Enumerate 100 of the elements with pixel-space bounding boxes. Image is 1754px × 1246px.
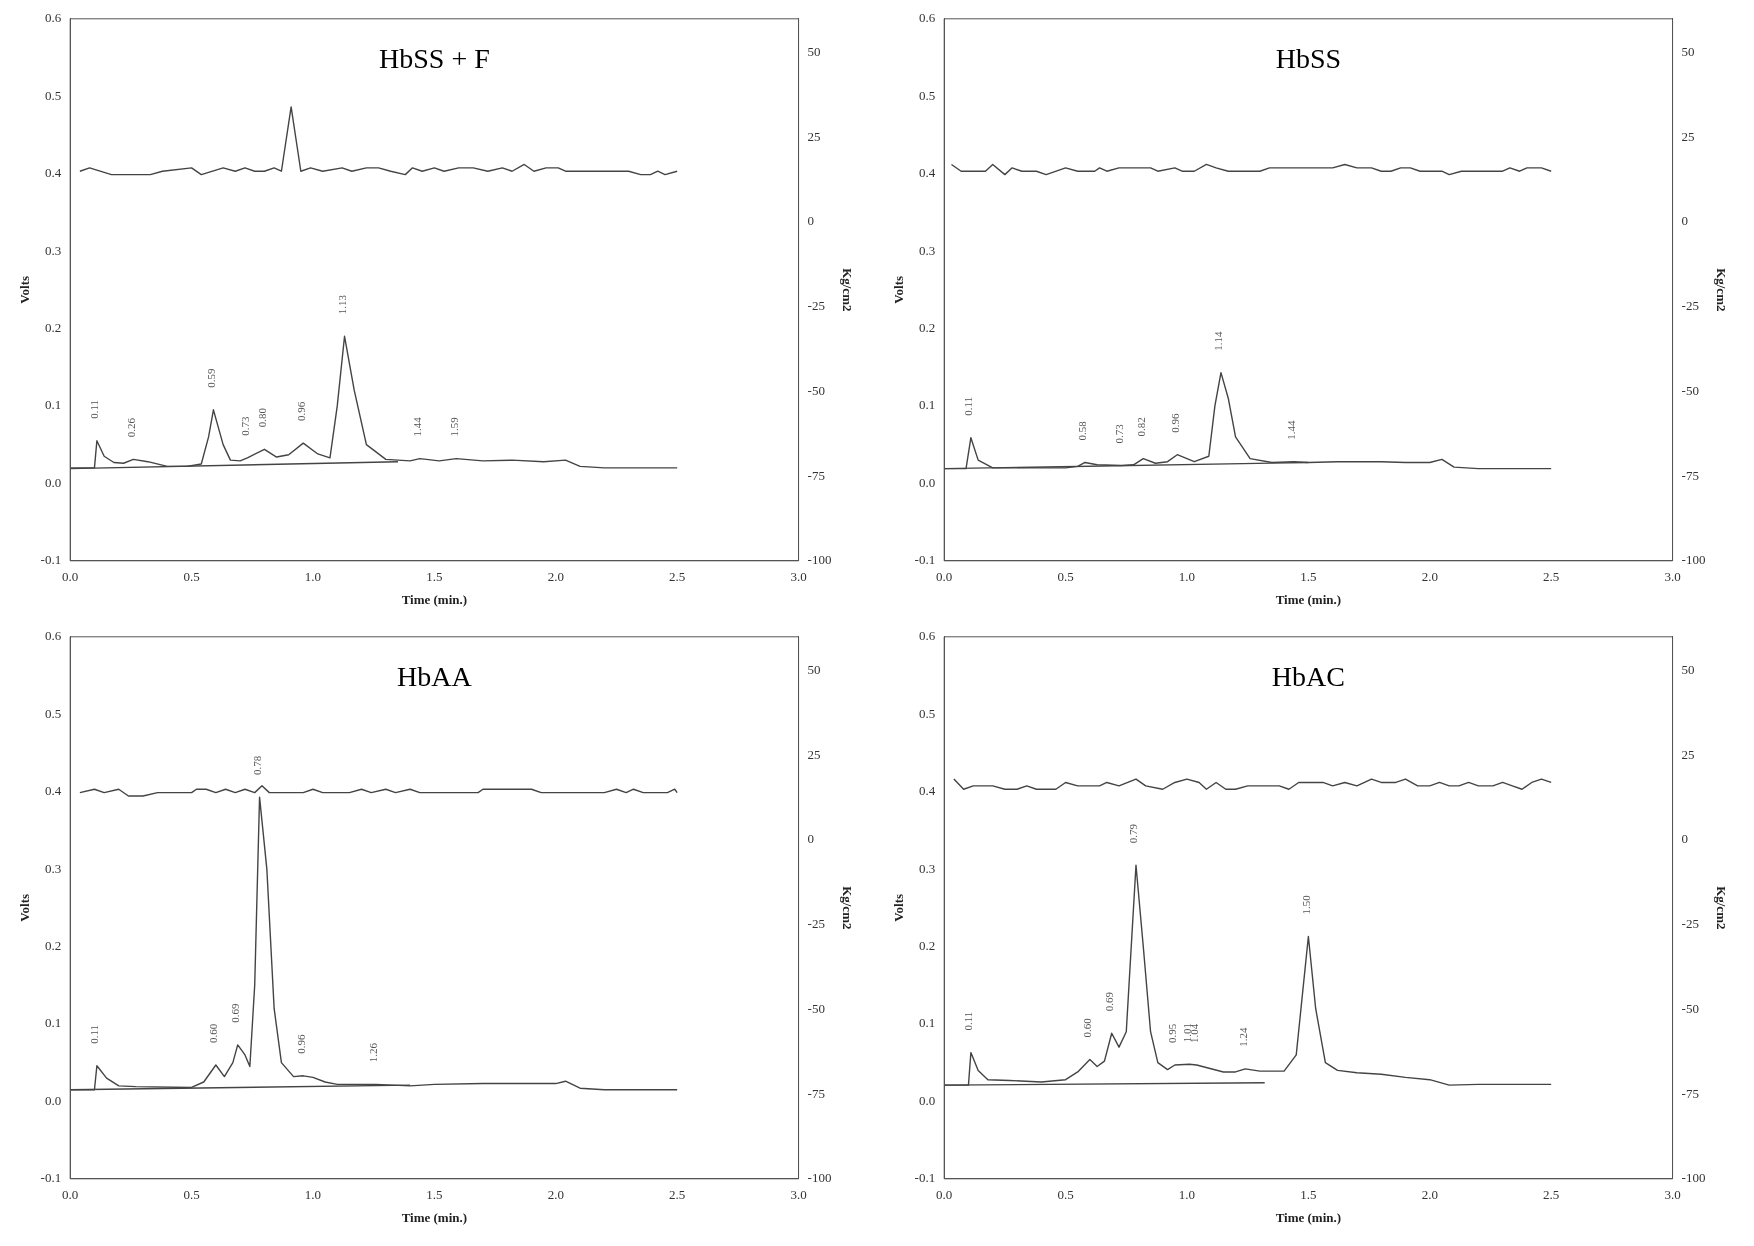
y2-tick-label: 25	[807, 746, 821, 762]
y-tick-label: 0.3	[918, 860, 936, 876]
x-tick-label: 2.0	[1421, 1187, 1438, 1203]
y2-tick-label: -25	[1681, 916, 1699, 932]
y-tick-label: 0.2	[918, 319, 936, 335]
y2-tick-label: -75	[1681, 1085, 1699, 1101]
x-tick-label: 3.0	[790, 569, 807, 585]
x-tick-label: 1.0	[304, 569, 322, 585]
x-axis-title: Time (min.)	[1275, 591, 1342, 607]
y2-axis-title: Kg/cm2	[839, 886, 855, 930]
y-tick-label: 0.3	[918, 242, 936, 258]
annotation: 1.44	[411, 416, 424, 437]
y2-tick-label: -100	[1681, 1170, 1706, 1186]
x-tick-label: 0.0	[62, 1187, 79, 1203]
annotation: 0.95	[1166, 1023, 1179, 1043]
x-tick-label: 1.5	[1300, 1187, 1317, 1203]
y-tick-label: 0.1	[918, 397, 936, 413]
y-tick-label: 0.1	[44, 1015, 62, 1031]
y-tick-label: 0.0	[918, 1092, 936, 1108]
annotation: 1.24	[1236, 1027, 1249, 1047]
y2-tick-label: -25	[1681, 298, 1699, 314]
annotation: 0.82	[1134, 417, 1147, 437]
y2-tick-label: 50	[1681, 662, 1695, 678]
annotation: 1.44	[1285, 419, 1298, 440]
y-tick-label: 0.4	[44, 783, 62, 799]
annotation: 0.78	[250, 755, 263, 776]
annotation: 0.11	[962, 396, 975, 416]
annotation: 1.13	[335, 294, 348, 315]
y2-tick-label: -100	[1681, 552, 1706, 568]
y-tick-label: 0.6	[44, 628, 62, 644]
annotation: 0.96	[1168, 412, 1181, 433]
y2-tick-label: 25	[807, 128, 821, 144]
y2-tick-label: -75	[1681, 467, 1699, 483]
annotation: 0.11	[88, 399, 101, 419]
x-tick-label: 3.0	[1664, 569, 1681, 585]
annotation: 0.60	[1081, 1017, 1094, 1038]
y2-tick-label: -50	[807, 1000, 825, 1016]
y2-tick-label: -75	[807, 1085, 825, 1101]
y-tick-label: 0.5	[918, 705, 936, 721]
y-tick-label: 0.6	[44, 10, 62, 26]
y-tick-label: 0.5	[44, 705, 62, 721]
x-tick-label: 1.5	[426, 1187, 443, 1203]
x-tick-label: 2.0	[547, 569, 564, 585]
annotation: 1.26	[367, 1042, 380, 1063]
y-tick-label: 0.2	[44, 319, 62, 335]
y-tick-label: 0.0	[44, 474, 62, 490]
x-tick-label: 3.0	[790, 1187, 807, 1203]
y2-tick-label: 0	[1681, 213, 1689, 229]
y-tick-label: 0.2	[44, 937, 62, 953]
y-tick-label: 0.1	[918, 1015, 936, 1031]
y2-tick-label: -25	[807, 298, 825, 314]
x-tick-label: 0.0	[936, 569, 953, 585]
text: HbAC	[1271, 661, 1345, 693]
text: HbAA	[397, 661, 473, 693]
y2-tick-label: -75	[807, 467, 825, 483]
annotation: 1.59	[447, 416, 460, 437]
y2-tick-label: 0	[807, 213, 815, 229]
y-tick-label: 0.1	[44, 397, 62, 413]
annotation: 0.79	[1127, 823, 1140, 844]
annotation: 0.73	[1112, 423, 1125, 444]
y-axis-title: Volts	[891, 893, 907, 922]
y-tick-label: 0.4	[918, 783, 936, 799]
y2-tick-label: 25	[1681, 128, 1695, 144]
x-axis-title: Time (min.)	[1275, 1209, 1342, 1225]
annotation: 0.11	[88, 1024, 101, 1044]
x-tick-label: 2.0	[547, 1187, 564, 1203]
y2-tick-label: -50	[807, 382, 825, 398]
annotation: 0.26	[124, 417, 137, 438]
y2-axis-title: Kg/cm2	[1713, 268, 1729, 312]
x-axis-title: Time (min.)	[401, 591, 468, 607]
x-axis-title: Time (min.)	[401, 1209, 468, 1225]
annotation: 0.69	[1103, 991, 1116, 1012]
y-tick-label: 0.6	[918, 10, 936, 26]
y2-axis-title: Kg/cm2	[1713, 886, 1729, 930]
text: HbSS + F	[379, 43, 490, 75]
y-tick-label: 0.4	[918, 165, 936, 181]
annotation: 1.50	[1299, 894, 1312, 915]
y2-tick-label: 0	[807, 831, 815, 847]
y2-tick-label: 50	[807, 662, 821, 678]
y2-tick-label: 25	[1681, 746, 1695, 762]
annotation: 0.11	[962, 1011, 975, 1031]
x-tick-label: 0.5	[183, 569, 200, 585]
y-tick-label: 0.0	[918, 474, 936, 490]
y-tick-label: -0.1	[914, 552, 936, 568]
x-tick-label: 0.5	[1057, 569, 1074, 585]
y2-tick-label: 50	[807, 44, 821, 60]
y2-tick-label: -50	[1681, 382, 1699, 398]
y-tick-label: -0.1	[914, 1170, 936, 1186]
y-axis-title: Volts	[17, 893, 33, 922]
text: HbSS	[1275, 43, 1342, 75]
x-tick-label: 0.5	[183, 1187, 200, 1203]
y-tick-label: -0.1	[40, 552, 62, 568]
annotation: 0.59	[204, 368, 217, 388]
annotation: 0.73	[238, 416, 251, 436]
y2-tick-label: 50	[1681, 44, 1695, 60]
x-tick-label: 0.0	[936, 1187, 953, 1203]
x-tick-label: 3.0	[1664, 1187, 1681, 1203]
x-tick-label: 1.5	[426, 569, 443, 585]
annotation: 0.80	[255, 407, 268, 428]
y-tick-label: 0.3	[44, 242, 62, 258]
